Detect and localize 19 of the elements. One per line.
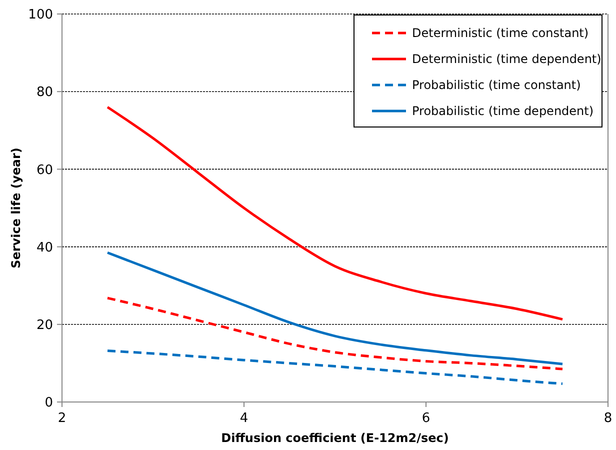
x-tick-label: 2 xyxy=(58,411,66,426)
line-series xyxy=(106,350,564,386)
x-axis-title: Diffusion coefficient (E-12m2/sec) xyxy=(221,431,449,445)
legend-label: Probabilistic (time dependent) xyxy=(412,104,594,118)
legend-label: Deterministic (time constant) xyxy=(412,26,589,40)
legend-label: Probabilistic (time constant) xyxy=(412,78,581,92)
line-series xyxy=(106,251,564,366)
x-tick-label: 8 xyxy=(604,411,612,426)
y-axis-title: Service life (year) xyxy=(9,148,23,268)
y-tick-label: 0 xyxy=(44,396,53,411)
line-series xyxy=(106,296,564,370)
x-tick-label: 6 xyxy=(422,411,430,426)
y-tick-label: 20 xyxy=(36,318,53,333)
y-tick-label: 80 xyxy=(36,85,53,100)
legend-label: Deterministic (time dependent) xyxy=(412,52,602,66)
x-tick-label: 4 xyxy=(240,411,248,426)
y-tick-label: 100 xyxy=(28,8,53,23)
y-tick-label: 40 xyxy=(36,240,53,256)
y-tick-label: 60 xyxy=(36,162,53,178)
